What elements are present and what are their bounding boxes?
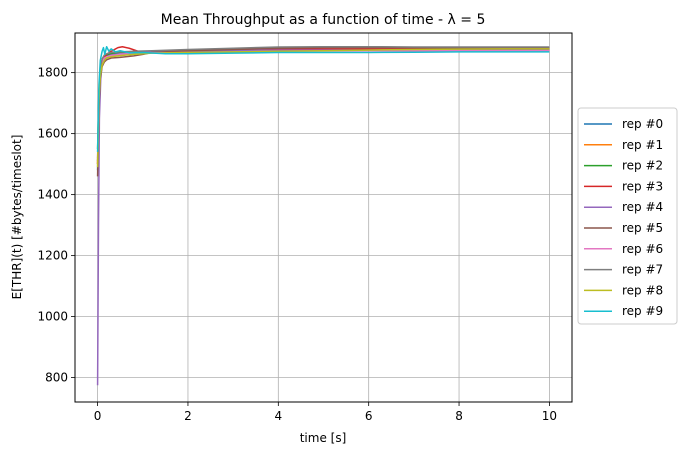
legend-item-rep-6: rep #6 xyxy=(584,242,663,256)
series-layer xyxy=(96,45,550,386)
legend-item-rep-3: rep #3 xyxy=(584,179,663,193)
x-tick-label: 10 xyxy=(542,409,557,423)
series-line-rep-6 xyxy=(96,49,550,159)
legend-item-rep-9: rep #9 xyxy=(584,304,663,318)
series-line-rep-9 xyxy=(96,45,550,152)
legend-item-rep-4: rep #4 xyxy=(584,200,663,214)
y-tick-label: 800 xyxy=(45,371,68,385)
y-tick-label: 1600 xyxy=(37,127,68,141)
series-line-rep-1 xyxy=(96,48,550,165)
y-tick-label: 1400 xyxy=(37,188,68,202)
tick-layer: 0 2 4 6 8 10 800 1000 1200 1400 1600 1800 xyxy=(37,66,557,423)
legend-label: rep #8 xyxy=(622,283,663,297)
chart-title: Mean Throughput as a function of time - … xyxy=(161,12,486,28)
x-tick-label: 2 xyxy=(184,409,192,423)
x-tick-label: 4 xyxy=(274,409,282,423)
legend-label: rep #7 xyxy=(622,263,663,277)
x-tick-label: 6 xyxy=(365,409,373,423)
legend-label: rep #9 xyxy=(622,304,663,318)
legend-label: rep #5 xyxy=(622,221,663,235)
legend-label: rep #4 xyxy=(622,200,663,214)
legend-item-rep-5: rep #5 xyxy=(584,221,663,235)
legend-label: rep #2 xyxy=(622,159,663,173)
legend: rep #0 rep #1 rep #2 rep #3 rep #4 rep #5 rep … xyxy=(577,107,678,325)
series-line-rep-3 xyxy=(96,45,550,165)
legend-item-rep-7: rep #7 xyxy=(584,263,663,277)
series-line-rep-7 xyxy=(96,45,550,162)
legend-label: rep #1 xyxy=(622,138,663,152)
y-tick-label: 1000 xyxy=(37,310,68,324)
x-axis-label: time [s] xyxy=(300,431,347,445)
x-tick-label: 0 xyxy=(94,409,102,423)
legend-item-rep-2: rep #2 xyxy=(584,159,663,173)
legend-label: rep #3 xyxy=(622,179,663,193)
series-line-rep-4 xyxy=(96,49,550,386)
y-tick-label: 1200 xyxy=(37,249,68,263)
x-tick-label: 8 xyxy=(455,409,463,423)
plot-frame xyxy=(74,32,573,403)
series-line-rep-5 xyxy=(96,46,550,177)
grid-layer xyxy=(75,33,572,402)
legend-label: rep #0 xyxy=(622,117,663,131)
y-axis-label: E[THR](t) [#bytes/timeslot] xyxy=(10,135,24,300)
legend-item-rep-0: rep #0 xyxy=(584,117,663,131)
legend-item-rep-8: rep #8 xyxy=(584,283,663,297)
y-tick-label: 1800 xyxy=(37,66,68,80)
legend-label: rep #6 xyxy=(622,242,663,256)
series-line-rep-0 xyxy=(96,48,550,171)
legend-item-rep-1: rep #1 xyxy=(584,138,663,152)
series-line-rep-8 xyxy=(96,48,550,168)
